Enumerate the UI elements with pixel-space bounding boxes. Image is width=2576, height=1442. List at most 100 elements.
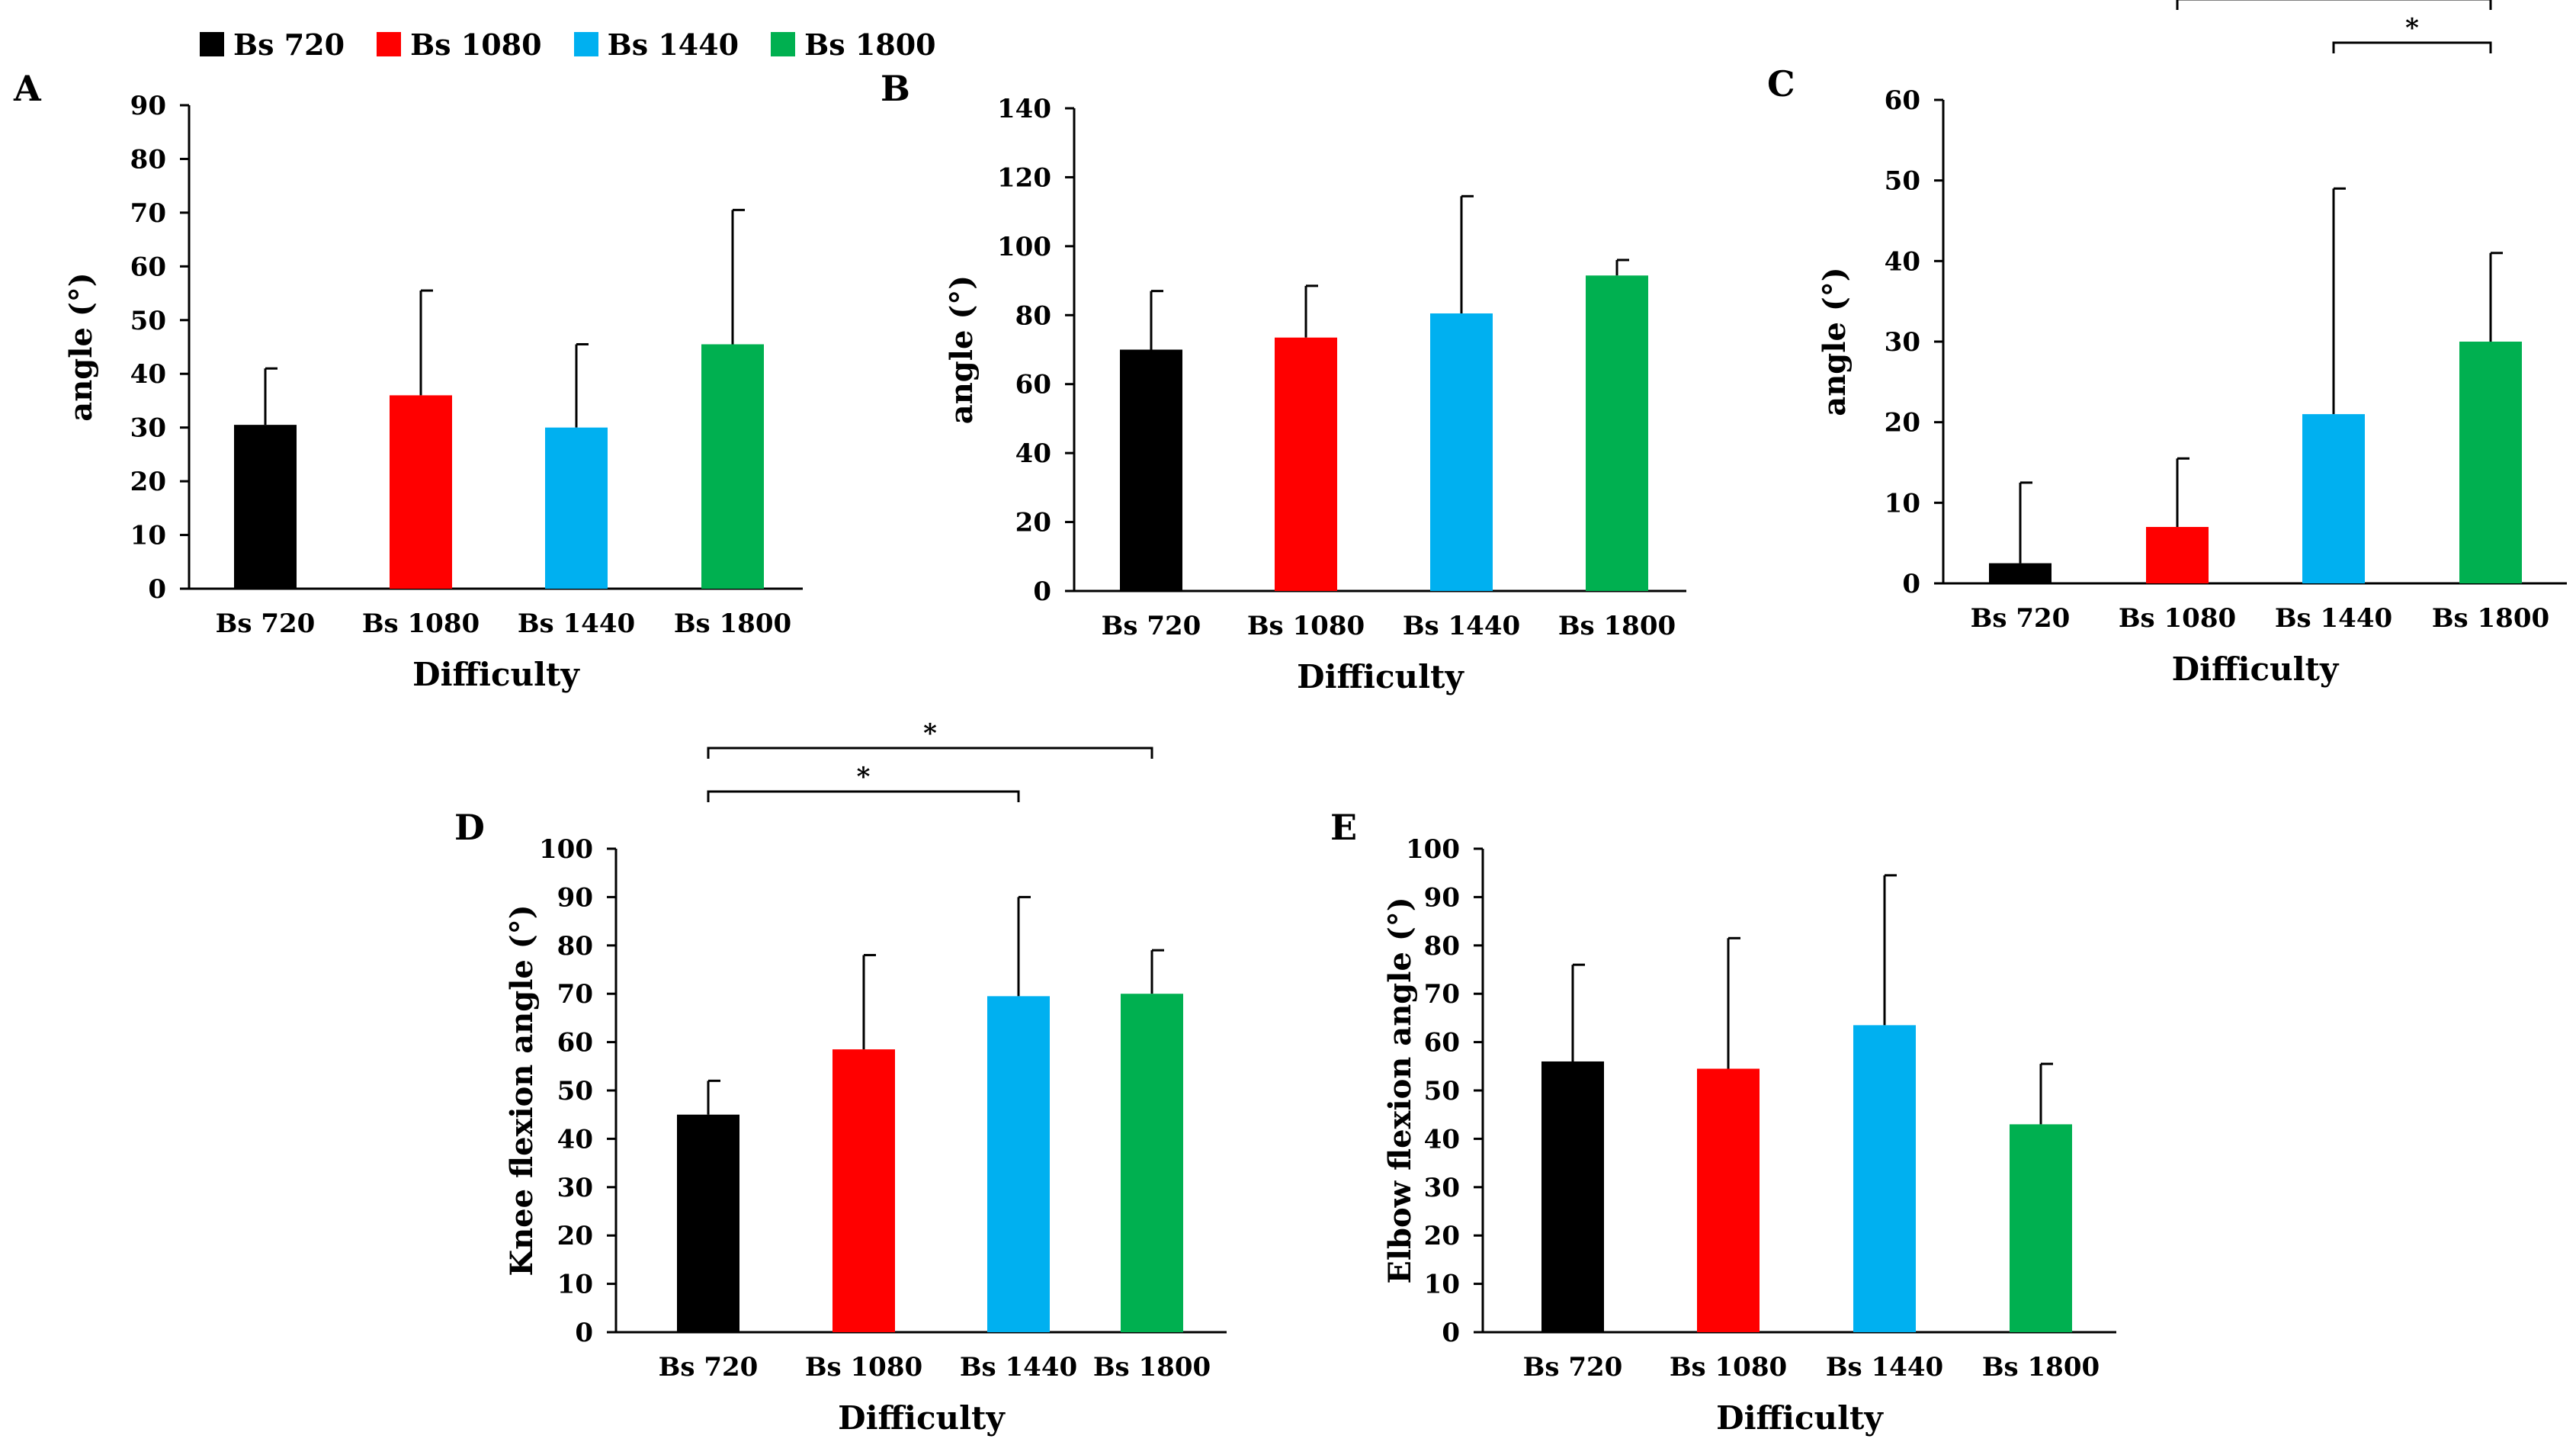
chart-panel-d: D 0 10 20 30 40 50 60 70 80 90 100 Bs 720 Bs 1080 Bs 1… [454, 718, 1227, 1437]
significance-star: * [2405, 13, 2419, 43]
legend-item-bs1080: Bs 1080 [377, 27, 542, 62]
x-tick-label: Bs 1800 [674, 609, 791, 639]
significance-bracket [2332, 41, 2492, 53]
chart-panel-c: C 0 10 20 30 40 50 60 Bs 720 Bs 1080 Bs 1440 Bs 180… [1767, 0, 2567, 688]
x-tick-label: Bs 1440 [1403, 611, 1520, 641]
y-axis-title: angle (°) [944, 275, 980, 424]
bar-bs1440 [987, 996, 1050, 1332]
y-tick-label: 50 [557, 1076, 593, 1106]
x-tick-label: Bs 1080 [1670, 1352, 1787, 1383]
y-tick-label: 100 [1406, 834, 1460, 865]
x-tick-label: Bs 1440 [518, 609, 635, 639]
y-tick-label: 70 [1424, 979, 1460, 1010]
y-tick-label: 20 [1424, 1221, 1460, 1251]
x-axis-title: Difficulty [838, 1399, 1006, 1437]
y-axis-title: Knee flexion angle (°) [504, 904, 540, 1276]
y-tick-label: 90 [130, 91, 166, 121]
x-tick-label: Bs 720 [1102, 611, 1201, 641]
bar-bs1440 [545, 427, 608, 589]
y-tick-label: 100 [539, 834, 593, 865]
x-tick-label: Bs 1440 [960, 1352, 1077, 1383]
panel-label: B [881, 68, 910, 109]
y-tick-label: 20 [1015, 508, 1051, 538]
bar-bs720 [1989, 563, 2051, 583]
legend-swatch-bs1080 [377, 32, 402, 56]
chart-panel-e: E 0 10 20 30 40 50 60 70 80 90 100 Bs 720 Bs 1080 Bs 1… [1330, 807, 2116, 1437]
bar-bs1080 [390, 395, 452, 589]
y-tick-label: 140 [997, 94, 1051, 124]
significance-star: * [857, 762, 871, 792]
bar-bs720 [1120, 349, 1182, 591]
chart-panel-b: B 0 20 40 60 80 100 120 140 Bs 720 Bs 1080 Bs 1440 B… [881, 68, 1686, 695]
x-tick-label: Bs 720 [1971, 603, 2071, 634]
panel-label: D [454, 807, 485, 848]
x-axis-title: Difficulty [1297, 658, 1464, 695]
x-axis-title: Difficulty [2172, 650, 2340, 688]
y-tick-label: 50 [1424, 1076, 1460, 1106]
x-tick-label: Bs 1080 [362, 609, 480, 639]
significance-bracket [2176, 0, 2492, 10]
x-tick-label: Bs 1080 [1247, 611, 1365, 641]
y-tick-label: 0 [148, 574, 166, 605]
y-tick-label: 30 [1424, 1173, 1460, 1203]
x-tick-label: Bs 1440 [1826, 1352, 1943, 1383]
y-tick-label: 70 [130, 198, 166, 229]
y-tick-label: 50 [130, 306, 166, 336]
y-tick-label: 10 [1424, 1270, 1460, 1300]
legend-label-bs1800: Bs 1800 [804, 27, 936, 62]
bar-bs1080 [832, 1049, 895, 1332]
significance-bracket [707, 790, 1020, 802]
legend-item-bs720: Bs 720 [200, 27, 345, 62]
y-tick-label: 40 [1885, 246, 1920, 277]
bar-bs1800 [701, 344, 764, 589]
legend-item-bs1800: Bs 1800 [771, 27, 936, 62]
panel-label: C [1767, 63, 1795, 104]
y-tick-label: 100 [997, 232, 1051, 262]
y-tick-label: 80 [557, 931, 593, 962]
y-axis-title: angle (°) [1817, 267, 1853, 416]
legend-label-bs1440: Bs 1440 [607, 27, 739, 62]
y-tick-label: 70 [557, 979, 593, 1010]
y-tick-label: 60 [1015, 370, 1051, 400]
y-tick-label: 0 [1902, 569, 1920, 599]
y-tick-label: 0 [1033, 576, 1051, 607]
x-tick-label: Bs 1800 [1982, 1352, 2100, 1383]
y-tick-label: 20 [130, 467, 166, 497]
legend-item-bs1440: Bs 1440 [573, 27, 739, 62]
y-tick-label: 120 [997, 162, 1051, 193]
bar-bs1800 [2459, 342, 2522, 583]
legend-swatch-bs1800 [771, 32, 796, 56]
y-tick-label: 30 [1885, 327, 1920, 358]
y-tick-label: 50 [1885, 166, 1920, 197]
y-axis-title: Elbow flexion angle (°) [1382, 897, 1418, 1283]
panel-label: A [13, 68, 42, 109]
bar-bs720 [234, 425, 297, 589]
bar-bs1440 [1430, 313, 1493, 591]
y-tick-label: 80 [130, 144, 166, 175]
bar-bs1080 [2146, 527, 2209, 583]
y-tick-label: 0 [575, 1318, 593, 1348]
y-tick-label: 20 [1885, 408, 1920, 438]
bar-bs1800 [2010, 1124, 2072, 1332]
bar-bs1800 [1121, 994, 1183, 1332]
y-tick-label: 40 [1015, 438, 1051, 469]
bar-bs1440 [1853, 1025, 1916, 1332]
y-tick-label: 20 [557, 1221, 593, 1251]
x-tick-label: Bs 720 [216, 609, 316, 639]
y-tick-label: 90 [557, 882, 593, 913]
x-tick-label: Bs 1440 [2275, 603, 2392, 634]
legend-swatch-bs720 [200, 32, 224, 56]
x-tick-label: Bs 1800 [1093, 1352, 1211, 1383]
y-tick-label: 60 [1885, 85, 1920, 116]
y-tick-label: 10 [557, 1270, 593, 1300]
chart-panel-a: A 0 10 20 30 40 50 60 70 80 90 Bs 720 Bs 1080 Bs 1440… [13, 68, 803, 693]
y-axis-title: angle (°) [63, 272, 99, 421]
x-tick-label: Bs 1800 [2432, 603, 2549, 634]
y-tick-label: 80 [1424, 931, 1460, 962]
legend-swatch-bs1440 [573, 32, 598, 56]
y-tick-label: 60 [557, 1028, 593, 1058]
bar-bs720 [1541, 1061, 1604, 1332]
x-tick-label: Bs 720 [1523, 1352, 1623, 1383]
